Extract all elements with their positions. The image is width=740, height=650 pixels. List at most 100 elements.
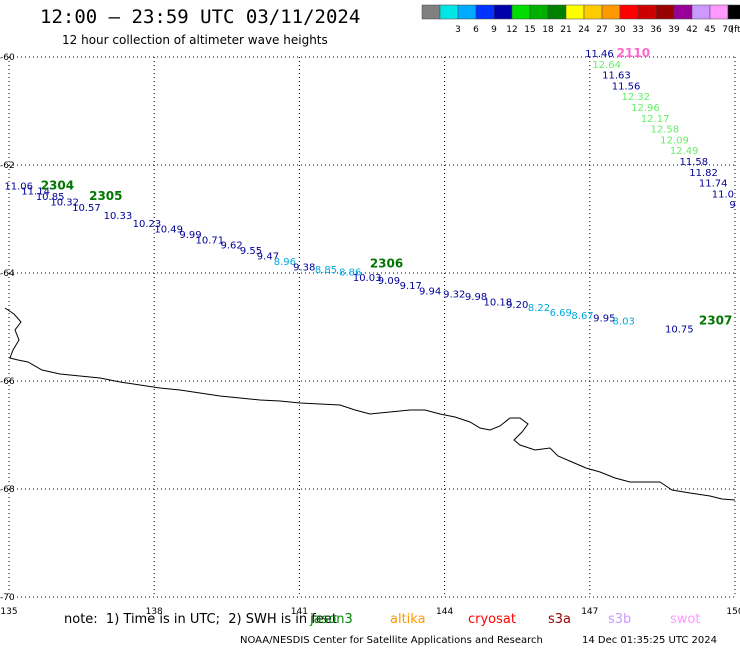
swh-point-label: 11.14 bbox=[21, 187, 50, 198]
swh-point-label: 10.23 bbox=[133, 219, 162, 230]
legend-swatch bbox=[691, 4, 711, 20]
track-time-label: 2304 bbox=[41, 178, 74, 192]
legend-tick-label: 33 bbox=[632, 25, 643, 35]
swh-point-label: 10.33 bbox=[104, 211, 133, 222]
swh-point-label: 11.58 bbox=[680, 157, 709, 168]
swh-point-label: 9.55 bbox=[240, 246, 262, 257]
lat-tick-label: -60 bbox=[0, 53, 15, 63]
satellite-altika: altika bbox=[390, 612, 426, 627]
legend-tick-label: 12 bbox=[506, 25, 517, 35]
swh-point-label: 8.85 bbox=[315, 265, 337, 276]
swh-point-label: 11.0 bbox=[712, 189, 734, 200]
swh-point-label: 11.63 bbox=[602, 71, 631, 82]
lat-tick-label: -64 bbox=[0, 269, 15, 279]
swh-point-label: 9 bbox=[729, 200, 735, 211]
lon-tick-label: 141 bbox=[291, 607, 308, 617]
swh-point-label: 10.85 bbox=[36, 192, 65, 203]
swh-point-label: 10.71 bbox=[196, 235, 225, 246]
lon-tick-label: 150 bbox=[726, 607, 740, 617]
swh-point-label: 8.67 bbox=[571, 311, 593, 322]
swh-point-label: 10.57 bbox=[72, 203, 101, 214]
legend-tick-label: 3 bbox=[455, 25, 461, 35]
swh-point-label: 9.94 bbox=[419, 287, 441, 298]
satellite-jason3: jason3 bbox=[310, 612, 353, 627]
swh-point-label: 10.75 bbox=[665, 324, 694, 335]
lon-tick-label: 144 bbox=[436, 607, 453, 617]
page-subtitle: 12 hour collection of altimeter wave hei… bbox=[62, 33, 328, 47]
legend-swatch bbox=[655, 4, 675, 20]
legend-tick-label: 15 bbox=[524, 25, 535, 35]
swh-point-label: 9.98 bbox=[465, 292, 487, 303]
swh-point-label: 11.06 bbox=[4, 181, 33, 192]
swh-point-label: 11.74 bbox=[699, 179, 728, 190]
page-title: 12:00 – 23:59 UTC 03/11/2024 bbox=[40, 6, 361, 28]
swh-point-label: 8.96 bbox=[274, 257, 296, 268]
generated-timestamp: 14 Dec 01:35:25 UTC 2024 bbox=[582, 635, 717, 646]
swh-point-label: 8.22 bbox=[528, 303, 550, 314]
legend-swatch bbox=[457, 4, 477, 20]
legend-tick-label: 45 bbox=[704, 25, 715, 35]
legend-tick-label: 70 bbox=[722, 25, 734, 35]
swh-point-label: 11.46 bbox=[585, 49, 614, 60]
satellite-s3a: s3a bbox=[548, 612, 572, 627]
legend-tick-label: 24 bbox=[578, 25, 590, 35]
swh-point-label: 10.18 bbox=[484, 297, 513, 308]
swh-point-label: 9.95 bbox=[593, 314, 615, 325]
swh-point-label: 11.82 bbox=[689, 168, 718, 179]
legend-tick-label: 39 bbox=[668, 25, 680, 35]
swh-point-label: 10.03 bbox=[353, 273, 382, 284]
footer-note: note: 1) Time is in UTC; 2) SWH is in fe… bbox=[64, 612, 337, 627]
lat-tick-label: -70 bbox=[0, 593, 15, 603]
legend-tick-label: 6 bbox=[473, 25, 479, 35]
track-time-label: 2110 bbox=[617, 46, 650, 60]
legend-tick-label: 30 bbox=[614, 25, 626, 35]
swh-point-label: 8.03 bbox=[613, 316, 635, 327]
swh-point-label: 10.49 bbox=[154, 225, 183, 236]
satellite-cryosat: cryosat bbox=[468, 612, 516, 627]
swh-point-label: 6.69 bbox=[550, 308, 572, 319]
swh-point-label: 9.17 bbox=[400, 281, 422, 292]
legend-swatch bbox=[493, 4, 513, 20]
swh-point-label: 11.56 bbox=[612, 81, 641, 92]
swh-point-label: 12.09 bbox=[660, 135, 689, 146]
legend-tick-label: 36 bbox=[650, 25, 662, 35]
swh-point-label: 12.49 bbox=[670, 146, 699, 157]
legend-tick-label: 27 bbox=[596, 25, 607, 35]
legend-swatch bbox=[601, 4, 621, 20]
legend-swatch bbox=[637, 4, 657, 20]
legend-tick-label: 42 bbox=[686, 25, 697, 35]
legend-swatch bbox=[511, 4, 531, 20]
track-time-label: 2307 bbox=[699, 313, 732, 327]
satellite-s3b: s3b bbox=[608, 612, 632, 627]
swh-point-label: 12.58 bbox=[650, 125, 679, 136]
track-time-label: 2306 bbox=[370, 257, 403, 271]
swh-point-label: 10.32 bbox=[50, 198, 79, 209]
legend-swatch bbox=[709, 4, 729, 20]
coastline bbox=[4, 307, 736, 501]
legend-unit: (ft) bbox=[730, 25, 740, 35]
legend-tick-label: 18 bbox=[542, 25, 554, 35]
legend-swatch bbox=[565, 4, 585, 20]
legend-swatch bbox=[673, 4, 693, 20]
legend-swatch bbox=[547, 4, 567, 20]
satellite-swot: swot bbox=[670, 612, 701, 627]
swh-point-label: 9.47 bbox=[257, 252, 279, 263]
swh-point-label: 9.99 bbox=[179, 230, 201, 241]
legend-swatch bbox=[529, 4, 549, 20]
legend-swatch bbox=[727, 4, 740, 20]
legend-swatch bbox=[619, 4, 639, 20]
legend-tick-label: 21 bbox=[560, 25, 571, 35]
swh-point-label: 9.38 bbox=[293, 262, 315, 273]
swh-point-label: 9.62 bbox=[221, 241, 243, 252]
swh-point-label: 12.17 bbox=[641, 114, 670, 125]
lat-tick-label: -62 bbox=[0, 161, 15, 171]
swh-point-label: 12.96 bbox=[631, 103, 660, 114]
track-time-label: 2305 bbox=[89, 189, 122, 203]
lon-tick-label: 147 bbox=[581, 607, 598, 617]
lat-tick-label: -68 bbox=[0, 485, 15, 495]
legend-swatch bbox=[475, 4, 495, 20]
legend-tick-label: 9 bbox=[491, 25, 497, 35]
swh-point-label: 9.20 bbox=[506, 300, 528, 311]
lat-tick-label: -66 bbox=[0, 377, 15, 387]
